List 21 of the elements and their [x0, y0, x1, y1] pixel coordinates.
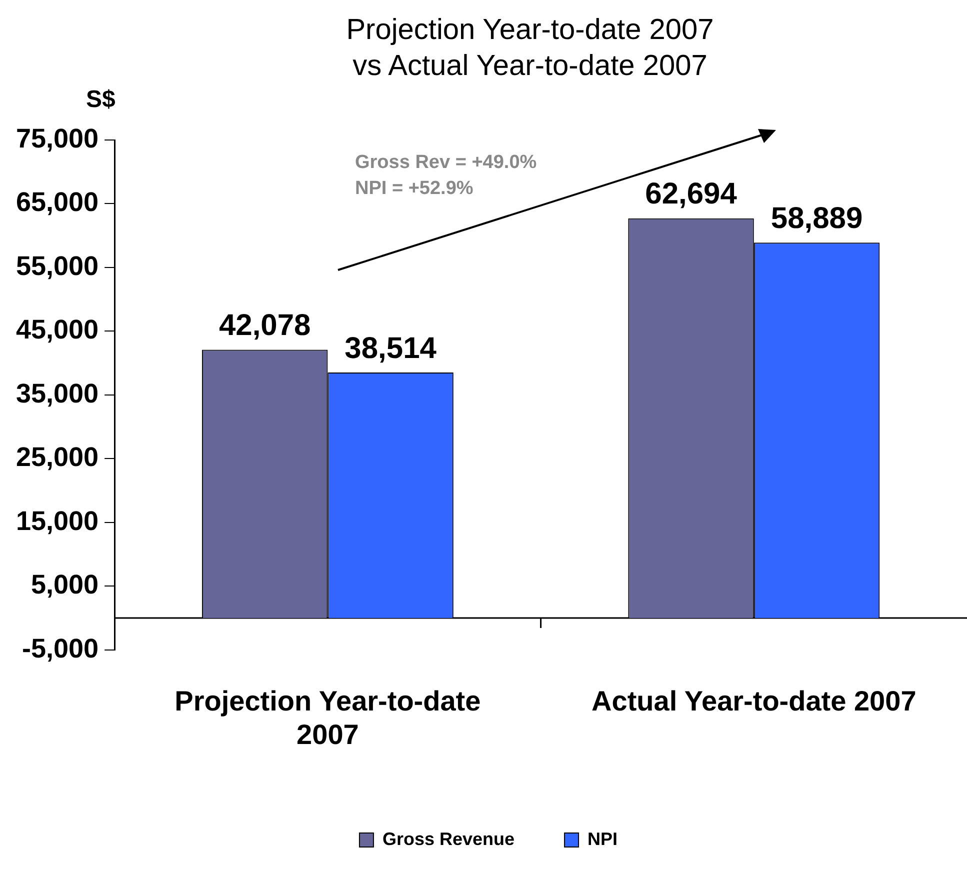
y-tick-label: 5,000 — [31, 570, 99, 600]
y-axis-title: S$ — [86, 86, 116, 114]
legend-label: Gross Revenue — [382, 828, 515, 849]
y-tick-label: -5,000 — [22, 633, 99, 664]
y-tick-label: 65,000 — [16, 187, 99, 218]
y-tick-label: 15,000 — [16, 506, 99, 536]
y-tick-label: 75,000 — [16, 123, 99, 154]
data-label: 58,889 — [770, 202, 863, 235]
y-tick-label: 45,000 — [16, 314, 99, 345]
y-tick-label: 35,000 — [16, 378, 99, 408]
data-label: 42,078 — [218, 309, 311, 342]
y-tick-label: 25,000 — [16, 442, 99, 472]
x-tick-label: Actual Year-to-date 2007 — [592, 685, 916, 716]
legend-label: NPI — [588, 828, 618, 849]
x-tick-label: Projection Year-to-date 2007 — [174, 685, 481, 750]
annotation: Gross Rev = +49.0% — [355, 152, 537, 174]
chart-title: Projection Year-to-date 2007 vs Actual Year-to-date 2007 — [345, 13, 715, 84]
data-label: 62,694 — [645, 178, 738, 211]
annotation: NPI = +52.9% — [355, 178, 474, 200]
data-label: 38,514 — [344, 332, 437, 365]
y-tick-label: 55,000 — [16, 250, 99, 281]
